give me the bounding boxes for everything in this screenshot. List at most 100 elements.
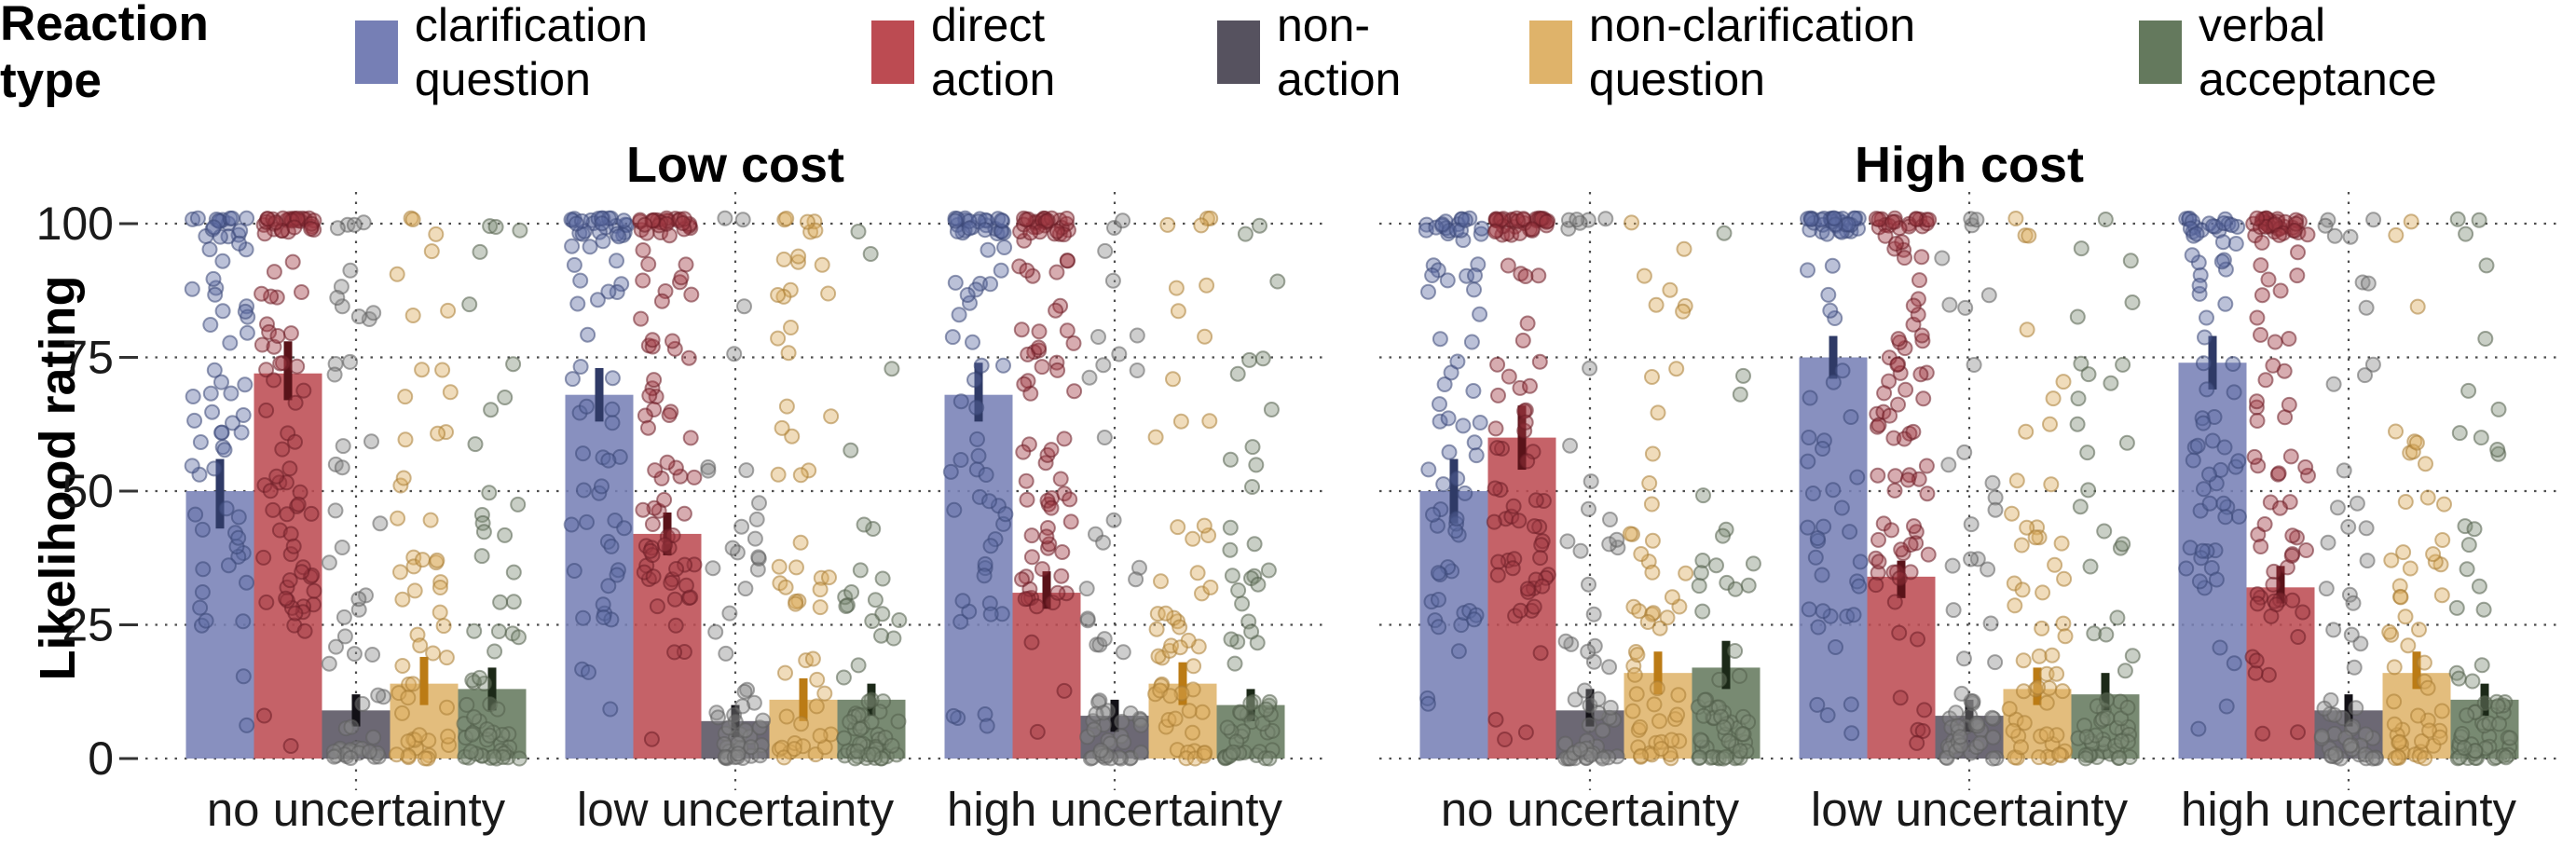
point — [2464, 673, 2481, 690]
point — [891, 612, 908, 628]
point — [775, 251, 792, 267]
point — [237, 376, 253, 393]
point — [1732, 743, 1748, 759]
point — [804, 650, 821, 667]
point — [580, 326, 596, 343]
point — [677, 556, 693, 573]
point — [2014, 581, 2031, 598]
point — [2249, 309, 2266, 326]
point — [1222, 519, 1239, 536]
point — [678, 577, 694, 594]
point — [1531, 353, 1548, 370]
point — [1639, 614, 1656, 630]
point — [1819, 707, 1836, 723]
point — [397, 389, 414, 405]
point — [342, 750, 359, 766]
point — [201, 241, 218, 258]
point — [1966, 357, 1982, 373]
point — [1651, 620, 1668, 636]
point — [2400, 637, 2417, 654]
point — [1432, 396, 1447, 413]
point — [635, 272, 651, 289]
point — [237, 303, 253, 320]
point — [1237, 226, 1254, 242]
point — [600, 283, 617, 300]
point — [2001, 701, 2018, 718]
point — [1648, 296, 1665, 313]
point — [2476, 695, 2493, 712]
error-bar — [867, 683, 876, 717]
point — [812, 581, 829, 598]
point — [230, 529, 247, 546]
point — [1934, 250, 1951, 267]
point — [1059, 322, 1076, 339]
point — [2016, 715, 2033, 732]
point — [510, 496, 527, 513]
point — [2364, 750, 2381, 767]
point — [2359, 553, 2376, 569]
point — [1034, 561, 1050, 578]
point — [645, 568, 662, 585]
point — [1079, 610, 1096, 627]
point — [2267, 334, 2283, 350]
point — [720, 719, 737, 736]
point — [721, 605, 738, 622]
point — [282, 325, 299, 342]
point — [665, 333, 680, 349]
point — [743, 739, 760, 756]
point — [1043, 499, 1060, 516]
point — [184, 458, 200, 474]
point — [2489, 442, 2506, 458]
point — [1633, 747, 1650, 764]
point — [1519, 315, 1536, 332]
point — [1631, 603, 1648, 620]
point — [1489, 356, 1506, 373]
point — [198, 612, 214, 629]
point — [733, 518, 750, 535]
point — [1530, 267, 1547, 284]
point — [970, 447, 987, 464]
point — [2466, 521, 2483, 538]
point — [1696, 691, 1713, 708]
point — [1167, 710, 1184, 727]
point — [1911, 272, 1927, 289]
point — [442, 384, 459, 401]
point — [686, 469, 703, 486]
point — [2336, 462, 2352, 479]
point — [2038, 694, 2055, 711]
point — [724, 540, 741, 556]
point — [2078, 729, 2095, 745]
point — [372, 515, 389, 532]
point — [1632, 718, 1649, 735]
point — [978, 467, 994, 483]
point — [666, 644, 683, 661]
point — [422, 512, 439, 528]
point — [2178, 560, 2195, 577]
point — [2432, 729, 2448, 745]
point — [1559, 533, 1576, 550]
point — [364, 647, 381, 663]
point — [1582, 360, 1598, 376]
point — [2358, 520, 2375, 537]
point — [328, 638, 344, 655]
point — [774, 419, 790, 436]
point — [843, 584, 860, 600]
point — [2473, 657, 2490, 674]
point — [667, 617, 684, 634]
point — [1453, 617, 1470, 634]
point — [2188, 226, 2205, 242]
point — [263, 288, 280, 305]
legend-item-clarification-question: clarification question — [354, 0, 836, 106]
bars-facet-1 — [1419, 357, 2519, 759]
point — [1263, 402, 1280, 417]
point — [777, 664, 793, 681]
point — [786, 741, 802, 758]
point — [2051, 746, 2067, 763]
point — [2459, 561, 2475, 578]
point — [1851, 578, 1868, 595]
point — [1173, 685, 1190, 702]
point — [1241, 351, 1258, 368]
point — [343, 718, 360, 735]
point — [233, 424, 250, 441]
point — [1595, 722, 1611, 739]
